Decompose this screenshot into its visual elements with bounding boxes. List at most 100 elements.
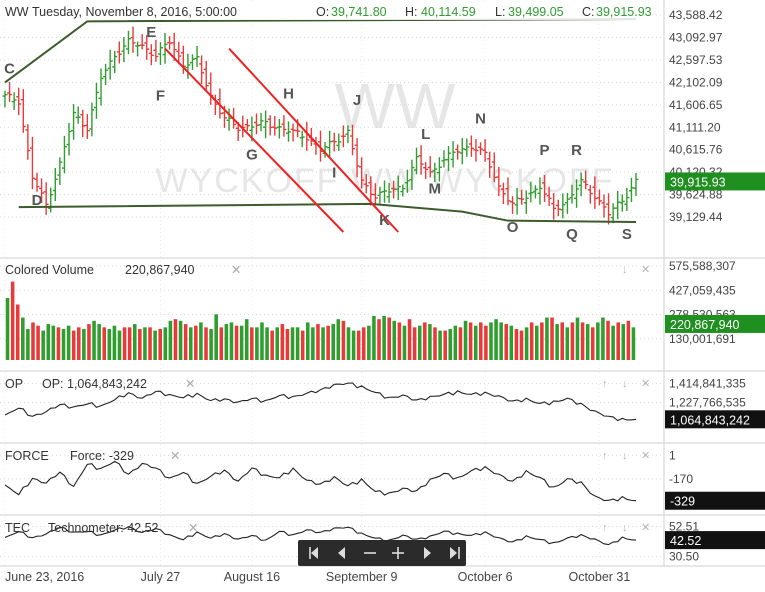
- ohlc-bar: [455, 144, 461, 160]
- ohlc-bar: [510, 196, 516, 214]
- ohlc-bar: [327, 130, 333, 159]
- ohlc-bar: [450, 141, 456, 168]
- volume-bar: [290, 327, 295, 360]
- price-tick-label: 39,129.44: [669, 210, 723, 224]
- technometer-panel: [4, 526, 637, 546]
- tec-close-icon[interactable]: ✕: [188, 521, 198, 535]
- ohlc-bar: [350, 124, 356, 156]
- ohlc-bar: [276, 119, 282, 139]
- ohlc-bar: [98, 68, 104, 106]
- ohlc-bar: [185, 53, 191, 79]
- skip-end-icon[interactable]: [450, 547, 460, 559]
- force-last-value: -329: [670, 495, 695, 509]
- ohlc-bar: [446, 146, 452, 171]
- volume-bar: [305, 322, 310, 360]
- ohlc-bar: [267, 115, 273, 136]
- volume-bar: [265, 327, 269, 360]
- ohlc-bar: [244, 119, 250, 132]
- volume-bar: [361, 327, 366, 360]
- ohlc-bar: [336, 133, 342, 151]
- volume-bar: [15, 304, 20, 360]
- volume-bar: [372, 315, 376, 360]
- volume-panel: [5, 281, 636, 360]
- volume-bar: [77, 327, 81, 360]
- volume-bar: [473, 325, 478, 360]
- ohlc-bar: [583, 170, 589, 190]
- volume-bar: [10, 281, 15, 360]
- ohlc-bar: [116, 41, 122, 64]
- price-last-value: 39,915.93: [670, 175, 726, 189]
- ohlc-bar: [606, 193, 612, 225]
- volume-bar: [244, 319, 249, 360]
- ohlc-bar: [432, 162, 438, 182]
- panel-controls[interactable]: ↓ ✕ ↑ ↓ ✕ ↑ ↓ ✕ ↑ ↓ ✕: [602, 264, 650, 534]
- ohlc-bar: [596, 189, 602, 206]
- volume-bar: [590, 327, 595, 360]
- prev-icon[interactable]: [338, 547, 345, 559]
- volume-close-icon[interactable]: ✕: [231, 263, 241, 277]
- volume-title: Colored Volume: [5, 263, 94, 277]
- volume-bar: [46, 324, 51, 360]
- volume-bar: [112, 325, 117, 360]
- price-tick-label: 39,624.88: [669, 188, 723, 202]
- ohlc-bar: [628, 177, 634, 203]
- volume-bar: [565, 327, 570, 360]
- ohlc-bar: [16, 87, 22, 116]
- ohlc-bar: [532, 185, 538, 199]
- watermark-big: WW: [335, 70, 456, 142]
- op-tick-label: 1,227,766,535: [669, 396, 746, 410]
- navigation-toolbar[interactable]: [298, 540, 466, 566]
- ohlc-bar: [139, 34, 145, 50]
- ohlc-bar: [482, 139, 488, 162]
- ohlc-bar: [2, 90, 8, 108]
- volume-bar: [158, 328, 162, 360]
- ohlc-bar: [263, 110, 269, 139]
- ohlc-bar: [43, 182, 49, 215]
- ohlc-bar: [464, 138, 470, 157]
- ohlc-bar: [66, 123, 72, 156]
- volume-bar: [41, 330, 45, 360]
- annotation-k: K: [379, 212, 390, 229]
- ohlc-close-value: 39,915.93: [596, 5, 652, 19]
- volume-bar: [545, 317, 549, 360]
- ohlc-bar: [496, 166, 502, 197]
- ohlc-bar: [162, 33, 168, 64]
- volume-bar: [229, 322, 234, 360]
- ohlc-bar: [345, 125, 351, 144]
- volume-bar: [326, 325, 330, 360]
- volume-bar: [412, 327, 417, 360]
- ohlc-bar: [103, 63, 109, 86]
- annotation-d: D: [32, 192, 43, 209]
- ohlc-bar: [135, 41, 141, 57]
- force-title: FORCE: [5, 449, 49, 463]
- volume-bar: [509, 325, 514, 360]
- ohlc-bar: [167, 36, 173, 50]
- ohlc-bar: [555, 199, 561, 217]
- op-value-label: OP: 1,064,843,242: [42, 377, 147, 391]
- ohlc-bar: [523, 190, 529, 214]
- volume-bar: [36, 325, 40, 360]
- price-header: WW Tuesday, November 8, 2016, 5:00:00 O:…: [0, 2, 652, 20]
- panel-headers: Colored Volume 220,867,940 ✕ OP OP: 1,06…: [5, 263, 241, 535]
- volume-bar: [494, 319, 498, 360]
- next-icon[interactable]: [424, 547, 431, 559]
- technometer-line: [4, 526, 637, 546]
- volume-bar: [458, 327, 463, 360]
- ohlc-bar: [148, 44, 154, 66]
- force-close-icon[interactable]: ✕: [170, 449, 180, 463]
- volume-bar: [56, 327, 61, 360]
- skip-start-icon[interactable]: [309, 547, 318, 559]
- ohlc-high-value: 40,114.59: [421, 5, 476, 19]
- x-tick-label: October 6: [458, 570, 513, 584]
- op-close-icon[interactable]: ✕: [185, 377, 195, 391]
- zoom-in-icon[interactable]: [392, 547, 404, 559]
- ohlc-bar: [253, 113, 259, 135]
- x-tick-label: June 23, 2016: [5, 570, 84, 584]
- price-tick-label: 41,606.65: [669, 98, 723, 112]
- tec-title: TEC: [5, 521, 30, 535]
- force-last-value-tag: [665, 491, 765, 510]
- ohlc-bar: [112, 50, 118, 74]
- annotation-p: P: [540, 142, 550, 159]
- volume-bar: [66, 325, 71, 360]
